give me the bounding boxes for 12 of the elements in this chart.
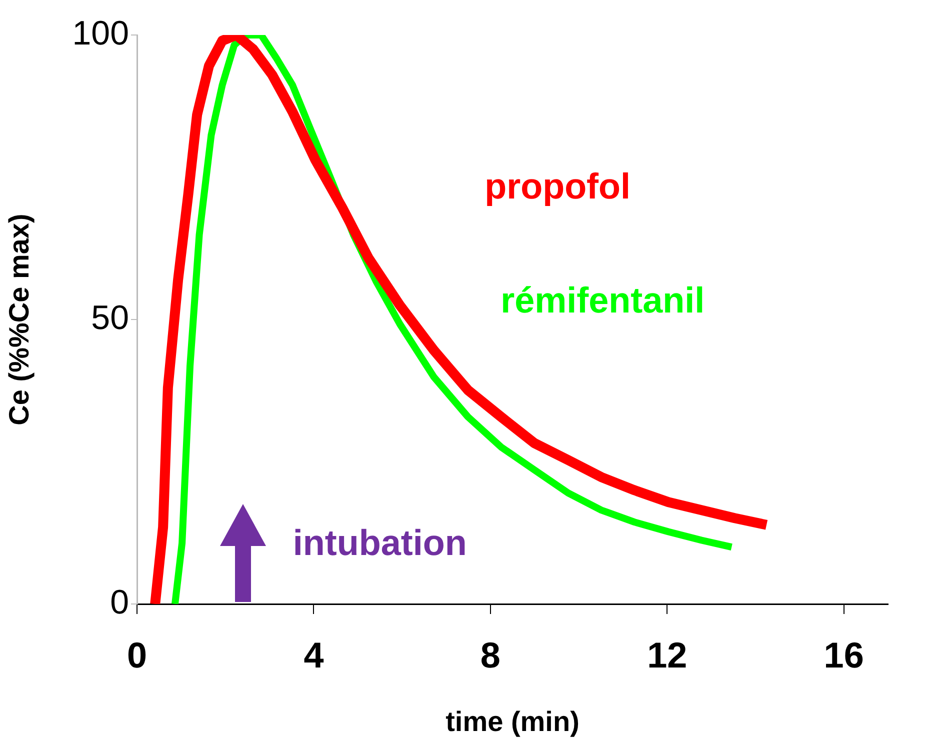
y-axis-title: Ce (%%Ce max) bbox=[4, 214, 35, 426]
annotation: intubation bbox=[292, 522, 467, 564]
y-tick-label: 100 bbox=[72, 14, 129, 52]
y-tick-label: 50 bbox=[91, 298, 129, 337]
x-tick-label: 4 bbox=[304, 634, 324, 676]
x-tick-label: 12 bbox=[647, 634, 688, 676]
x-tick-label: 16 bbox=[824, 634, 864, 676]
text: rémifentanil bbox=[500, 279, 705, 320]
x-axis-title: time (min) bbox=[446, 706, 580, 737]
y-tick-label: 0 bbox=[110, 583, 129, 622]
x-tick-label: 8 bbox=[480, 634, 500, 676]
text: propofol bbox=[484, 166, 631, 207]
